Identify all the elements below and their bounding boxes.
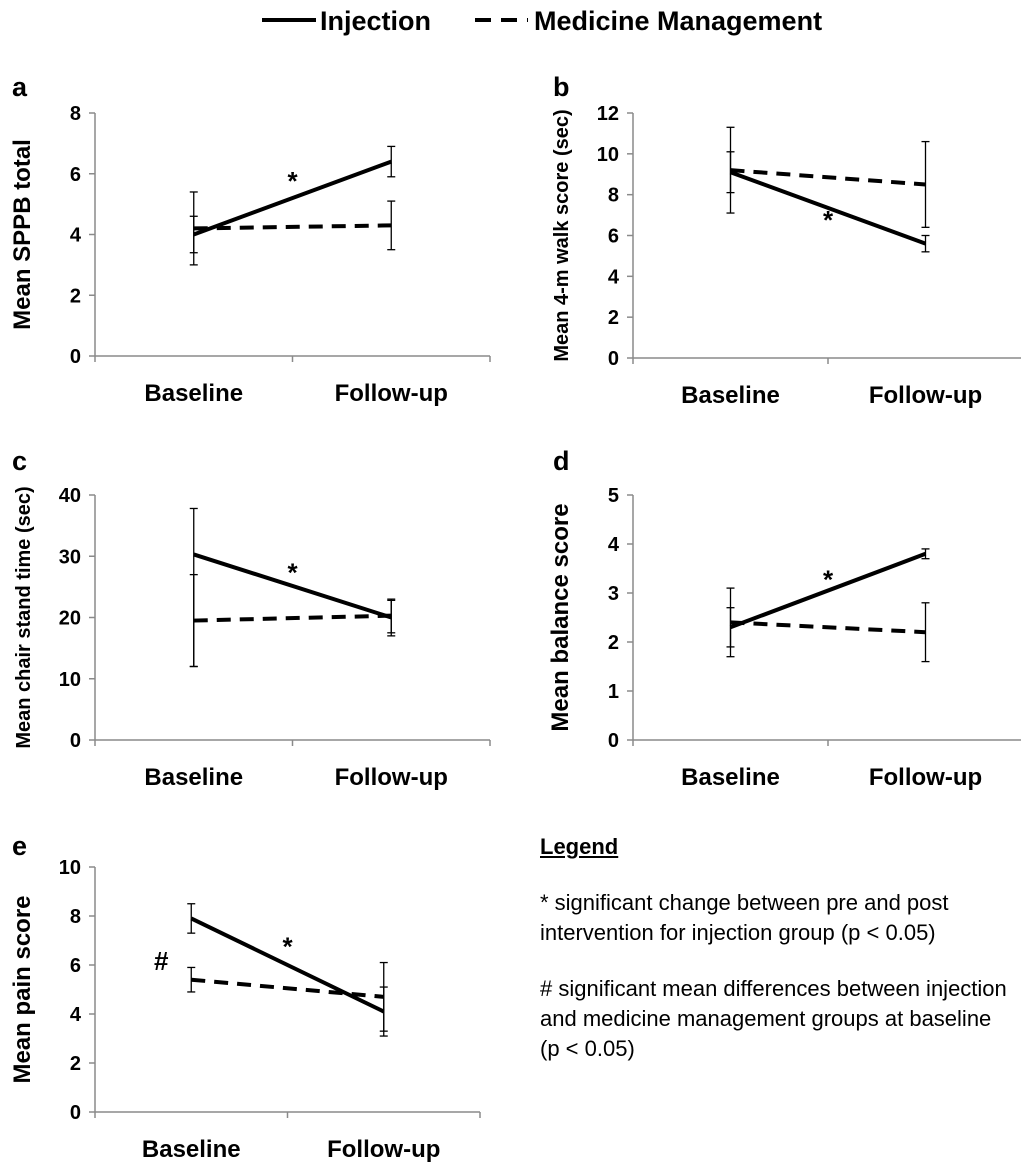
- asterisk-annotation: *: [823, 564, 834, 594]
- legend-label-medicine: Medicine Management: [534, 6, 822, 36]
- y-tick-label: 4: [608, 266, 620, 288]
- y-axis-title: Mean balance score: [547, 503, 574, 731]
- y-tick-label: 2: [70, 285, 81, 307]
- x-tick-label: Follow-up: [335, 380, 448, 407]
- panel-a: a 0 2 4 6 8 Baseline Follow-up Mean SPPB total *: [9, 72, 491, 407]
- x-tick-label: Baseline: [681, 764, 780, 791]
- x-tick-label: Follow-up: [869, 382, 982, 409]
- y-tick-label: 2: [608, 632, 619, 654]
- y-tick-label: 12: [597, 103, 619, 125]
- y-tick-label: 5: [608, 485, 619, 507]
- legend-note-asterisk: * significant change between pre and pos…: [540, 890, 949, 945]
- y-tick-label: 10: [59, 669, 81, 691]
- panel-e: e 0 2 4 6 8 10 Baseline Follow-up Mean pain score…: [9, 831, 481, 1163]
- x-tick-label: Follow-up: [327, 1136, 440, 1163]
- y-tick-label: 0: [608, 348, 619, 370]
- y-tick-label: 6: [70, 164, 81, 186]
- significance-legend: Legend * significant change between pre …: [540, 832, 1010, 1090]
- y-tick-label: 6: [70, 955, 81, 977]
- legend-label-injection: Injection: [320, 6, 431, 36]
- series-legend: Injection Medicine Management: [262, 6, 822, 36]
- y-tick-label: 6: [608, 226, 619, 248]
- panel-label: c: [12, 446, 27, 476]
- y-tick-label: 2: [70, 1053, 81, 1075]
- series-line-medicine: [730, 620, 926, 635]
- x-tick-label: Follow-up: [869, 764, 982, 791]
- y-tick-label: 0: [608, 730, 619, 752]
- panel-label: b: [553, 72, 570, 102]
- series-line-medicine: [730, 168, 926, 187]
- y-tick-label: 8: [70, 103, 81, 125]
- y-tick-label: 10: [59, 857, 81, 879]
- y-tick-label: 8: [70, 906, 81, 928]
- series-line-injection: [193, 552, 392, 620]
- y-tick-label: 30: [59, 546, 81, 568]
- y-axis-title: Mean 4-m walk score (sec): [551, 109, 573, 361]
- y-tick-label: 2: [608, 307, 619, 329]
- y-tick-label: 0: [70, 730, 81, 752]
- series-line-injection: [729, 551, 927, 630]
- asterisk-annotation: *: [823, 205, 834, 235]
- series-line-injection: [729, 170, 927, 246]
- y-tick-label: 4: [70, 1004, 82, 1026]
- panel-d: d 0 1 2 3 4 5 Baseline Follow-up Mean balance sco…: [547, 446, 1021, 791]
- series-line-medicine: [193, 223, 392, 231]
- y-axis-title: Mean pain score: [9, 895, 36, 1083]
- y-axis-title: Mean chair stand time (sec): [13, 486, 35, 748]
- panel-b: b 0 2 4 6 8 10 12 Baseline Follow-up Mean 4-m walk…: [551, 72, 1021, 409]
- x-tick-label: Baseline: [144, 764, 243, 791]
- series-line-medicine: [191, 977, 384, 999]
- asterisk-annotation: *: [282, 931, 293, 961]
- asterisk-annotation: *: [287, 166, 298, 196]
- legend-title: Legend: [540, 834, 619, 859]
- series-line-injection: [190, 916, 385, 1014]
- x-tick-label: Baseline: [144, 380, 243, 407]
- legend-note-hash: # significant mean differences between i…: [540, 976, 1007, 1061]
- x-tick-label: Baseline: [142, 1136, 241, 1163]
- y-axis-title: Mean SPPB total: [9, 139, 36, 330]
- panel-label: d: [553, 446, 570, 476]
- x-tick-label: Follow-up: [335, 764, 448, 791]
- y-tick-label: 10: [597, 144, 619, 166]
- y-tick-label: 40: [59, 485, 81, 507]
- series-line-medicine: [193, 613, 392, 623]
- y-tick-label: 8: [608, 185, 619, 207]
- panel-label: e: [12, 831, 27, 861]
- panel-c: c 0 10 20 30 40 Baseline Follow-up Mean chair st…: [12, 446, 491, 791]
- asterisk-annotation: *: [287, 558, 298, 588]
- y-tick-label: 20: [59, 608, 81, 630]
- hash-annotation: #: [154, 946, 169, 976]
- y-tick-label: 0: [70, 1102, 81, 1124]
- y-tick-label: 4: [608, 534, 620, 556]
- panel-label: a: [12, 72, 28, 102]
- y-tick-label: 0: [70, 346, 81, 368]
- series-line-injection: [193, 159, 392, 237]
- y-tick-label: 4: [70, 225, 82, 247]
- y-tick-label: 3: [608, 583, 619, 605]
- y-tick-label: 1: [608, 681, 619, 703]
- x-tick-label: Baseline: [681, 382, 780, 409]
